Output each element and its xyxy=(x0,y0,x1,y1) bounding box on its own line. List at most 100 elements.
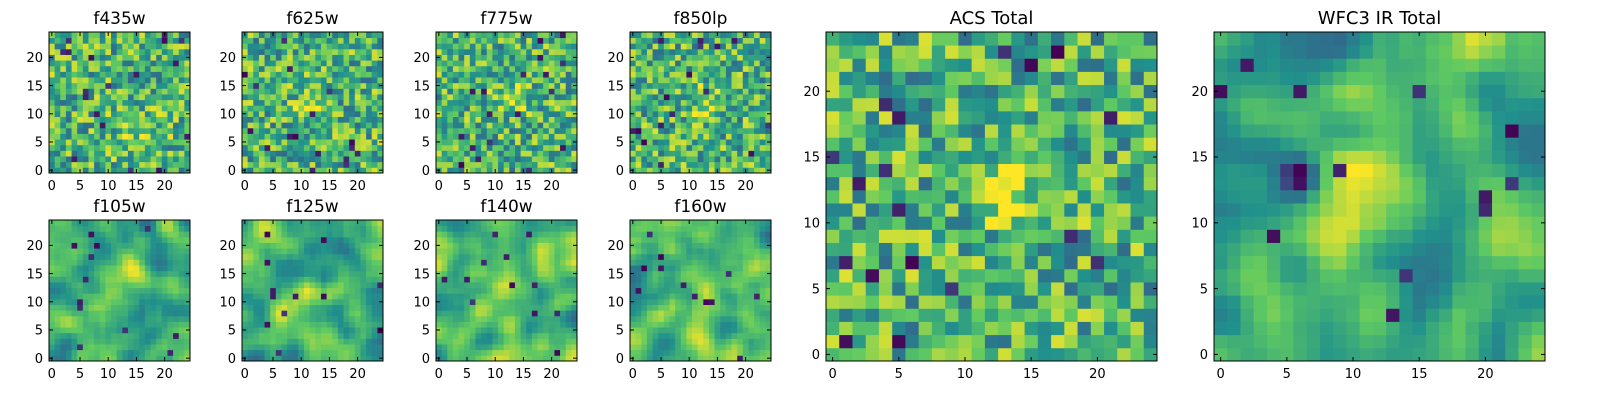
heatmap-cell xyxy=(264,242,271,249)
heatmap-cell xyxy=(337,43,344,50)
heatmap-cell xyxy=(258,48,265,55)
heatmap-cell xyxy=(82,37,89,44)
heatmap-cell xyxy=(247,60,254,67)
heatmap-cell xyxy=(242,315,249,322)
heatmap-cell xyxy=(697,105,704,112)
heatmap-cell xyxy=(720,167,727,174)
heatmap-cell xyxy=(54,344,61,351)
heatmap-cell xyxy=(503,48,510,55)
heatmap-cell xyxy=(464,133,471,140)
heatmap-cell xyxy=(242,310,249,317)
heatmap-cell xyxy=(514,105,521,112)
heatmap-cell xyxy=(292,99,299,106)
heatmap-cell xyxy=(725,110,732,117)
heatmap-cell xyxy=(554,156,561,163)
heatmap-cell xyxy=(748,338,755,345)
heatmap-cell xyxy=(514,225,521,232)
heatmap-cell xyxy=(635,327,642,334)
heatmap-cell xyxy=(150,327,157,334)
heatmap-cell xyxy=(82,298,89,305)
heatmap-cell xyxy=(486,161,493,168)
heatmap-cell xyxy=(366,133,373,140)
heatmap-cell xyxy=(116,82,123,89)
heatmap-cell xyxy=(498,236,505,243)
heatmap-cell xyxy=(565,225,572,232)
heatmap-cell xyxy=(630,161,637,168)
heatmap-cell xyxy=(737,310,744,317)
heatmap-cell xyxy=(371,276,378,283)
heatmap-cell xyxy=(173,167,180,174)
heatmap-cell xyxy=(309,65,316,72)
axes-frame xyxy=(435,219,578,362)
heatmap-cell xyxy=(127,161,134,168)
heatmap-cell xyxy=(565,139,572,146)
heatmap-cell xyxy=(94,43,101,50)
panel-title: f435w xyxy=(93,9,145,29)
heatmap-cell xyxy=(548,133,555,140)
heatmap-cell xyxy=(436,225,443,232)
heatmap-cell xyxy=(464,298,471,305)
heatmap-cell xyxy=(167,167,174,174)
heatmap-cell xyxy=(360,315,367,322)
heatmap-cell xyxy=(652,304,659,311)
heatmap-cell xyxy=(150,48,157,55)
heatmap-cell xyxy=(122,327,129,334)
heatmap-cell xyxy=(481,304,488,311)
heatmap-cell xyxy=(658,82,665,89)
heatmap-cell xyxy=(447,71,454,78)
heatmap-cell xyxy=(111,94,118,101)
heatmap-cell xyxy=(686,88,693,95)
heatmap-cell xyxy=(526,60,533,67)
heatmap-cell xyxy=(514,32,521,39)
heatmap-cell xyxy=(697,54,704,61)
heatmap-cell xyxy=(77,60,84,67)
heatmap-cell xyxy=(332,127,339,134)
heatmap-cell xyxy=(122,276,129,283)
heatmap-cell xyxy=(88,167,95,174)
heatmap-cell xyxy=(326,156,333,163)
heatmap-cell xyxy=(275,276,282,283)
heatmap-cell xyxy=(354,99,361,106)
heatmap-cell xyxy=(99,282,106,289)
heatmap-cell xyxy=(326,144,333,151)
heatmap-cell xyxy=(486,265,493,272)
heatmap-cell xyxy=(65,321,72,328)
heatmap-cell xyxy=(703,88,710,95)
heatmap-cell xyxy=(377,293,384,300)
heatmap-cell xyxy=(111,54,118,61)
heatmap-cell xyxy=(498,65,505,72)
heatmap-cell xyxy=(675,43,682,50)
heatmap-cell xyxy=(520,65,527,72)
heatmap-cell xyxy=(635,344,642,351)
heatmap-cell xyxy=(88,310,95,317)
heatmap-cell xyxy=(447,287,454,294)
heatmap-cell xyxy=(737,48,744,55)
heatmap-cell xyxy=(116,60,123,67)
heatmap-cell xyxy=(469,48,476,55)
heatmap-cell xyxy=(731,133,738,140)
heatmap-cell xyxy=(309,248,316,255)
heatmap-cell xyxy=(184,315,191,322)
heatmap-cell xyxy=(111,270,118,277)
heatmap-cell xyxy=(150,60,157,67)
y-tick-label: 15 xyxy=(413,79,430,94)
heatmap-cell xyxy=(630,99,637,106)
heatmap-cell xyxy=(481,82,488,89)
heatmap-cell xyxy=(680,60,687,67)
heatmap-cell xyxy=(441,293,448,300)
heatmap-cell xyxy=(742,338,749,345)
heatmap-cell xyxy=(441,248,448,255)
heatmap-cell xyxy=(292,327,299,334)
heatmap-cell xyxy=(366,259,373,266)
heatmap-cell xyxy=(304,327,311,334)
heatmap-cell xyxy=(543,332,550,339)
heatmap-cell xyxy=(309,48,316,55)
heatmap-cell xyxy=(708,54,715,61)
heatmap-cell xyxy=(441,349,448,356)
heatmap-cell xyxy=(469,270,476,277)
heatmap-cell xyxy=(298,94,305,101)
heatmap-cell xyxy=(309,37,316,44)
heatmap-cell xyxy=(481,349,488,356)
heatmap-cell xyxy=(537,116,544,123)
heatmap-cell xyxy=(82,310,89,317)
